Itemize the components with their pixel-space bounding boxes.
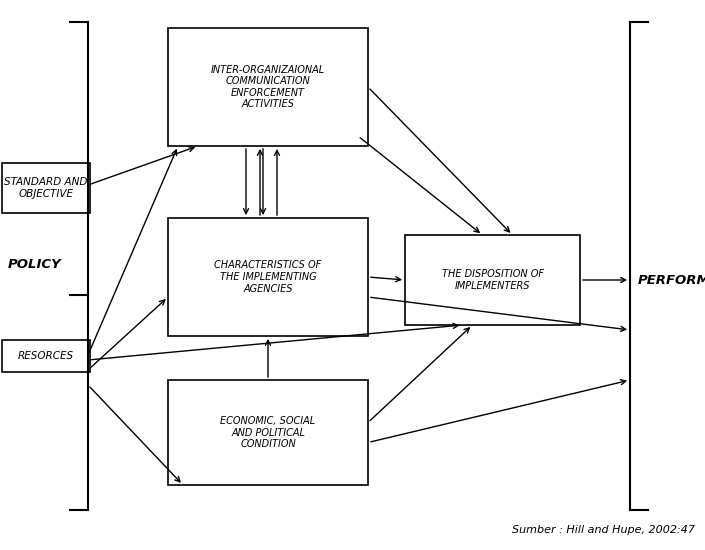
Text: POLICY: POLICY: [8, 258, 62, 272]
Bar: [405, 235, 580, 325]
Text: THE DISPOSITION OF
IMPLEMENTERS: THE DISPOSITION OF IMPLEMENTERS: [441, 269, 544, 291]
Text: CHARACTERISTICS OF
THE IMPLEMENTING
AGENCIES: CHARACTERISTICS OF THE IMPLEMENTING AGEN…: [214, 260, 321, 294]
Bar: [168, 380, 368, 485]
Text: Sumber : Hill and Hupe, 2002:47: Sumber : Hill and Hupe, 2002:47: [512, 525, 695, 535]
Text: ECONOMIC, SOCIAL
AND POLITICAL
CONDITION: ECONOMIC, SOCIAL AND POLITICAL CONDITION: [221, 416, 316, 449]
Bar: [2, 163, 90, 213]
Text: STANDARD AND
OBJECTIVE: STANDARD AND OBJECTIVE: [4, 177, 87, 199]
Text: PERFORMANCE: PERFORMANCE: [638, 273, 705, 287]
Text: INTER-ORGANIZAIONAL
COMMUNICATION
ENFORCEMENT
ACTIVITIES: INTER-ORGANIZAIONAL COMMUNICATION ENFORC…: [211, 64, 325, 109]
Bar: [2, 340, 90, 372]
Bar: [168, 28, 368, 146]
Bar: [168, 218, 368, 336]
Text: RESORCES: RESORCES: [18, 351, 74, 361]
